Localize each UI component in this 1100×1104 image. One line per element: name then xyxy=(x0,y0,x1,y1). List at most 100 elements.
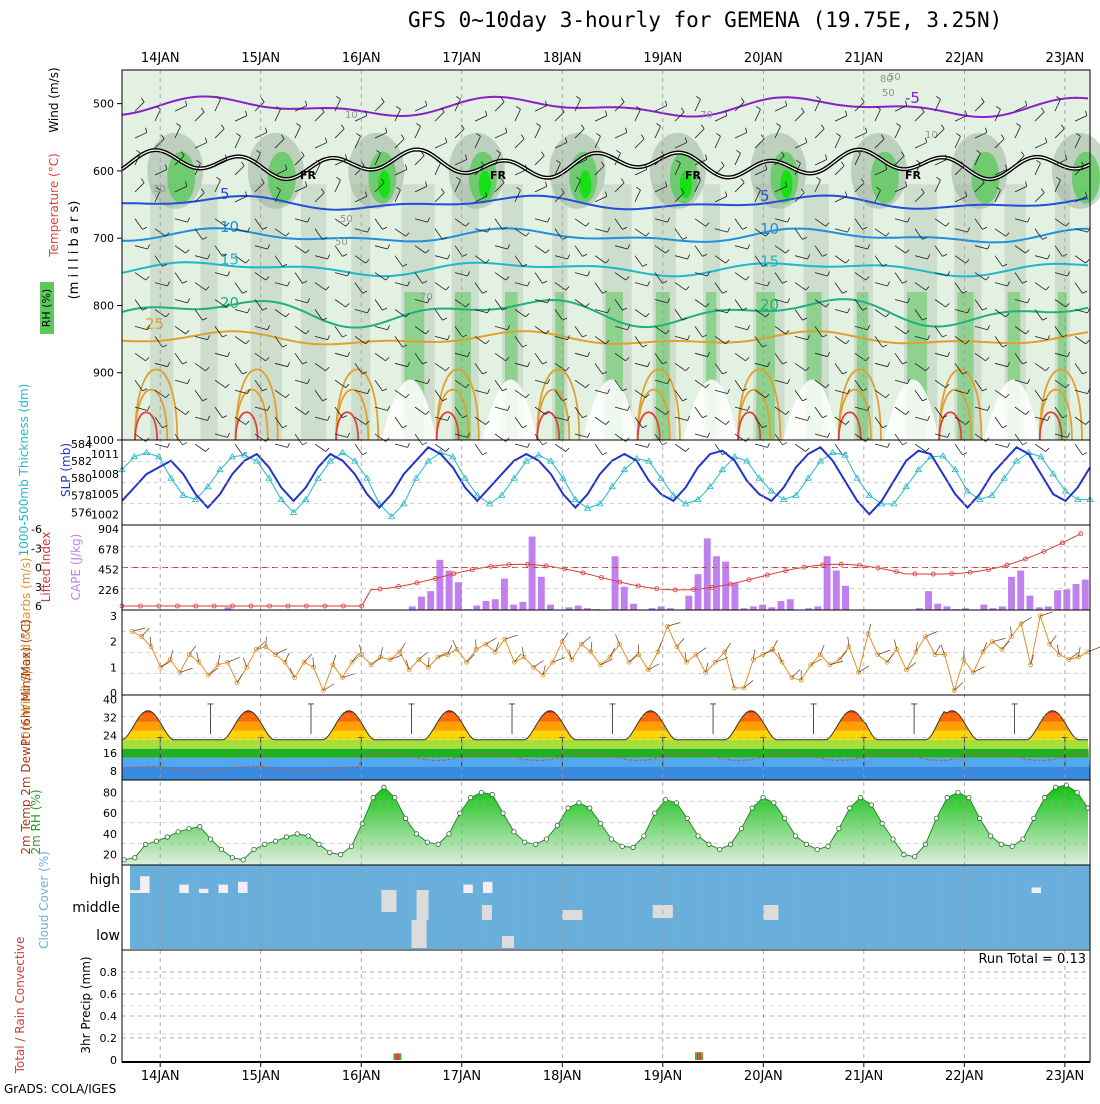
cape-bar xyxy=(1017,571,1024,610)
freezing-level-label: FR xyxy=(300,169,317,182)
wind-barb-10m xyxy=(486,638,497,644)
cloud-cell xyxy=(355,921,365,949)
isotherm-label: 15 xyxy=(760,252,779,270)
cloud-cell xyxy=(492,865,502,893)
rh-marker xyxy=(718,847,722,851)
cloud-cell xyxy=(708,865,718,893)
wind-barb-flag xyxy=(806,448,810,452)
cape-bar xyxy=(759,605,766,610)
cloud-cell xyxy=(904,893,914,921)
cloud-cell xyxy=(590,865,600,893)
isotherm-label: 20 xyxy=(760,296,779,314)
rh-marker xyxy=(588,806,592,810)
temp-tick-label: 16 xyxy=(103,747,117,760)
bottom-day-label: 20JAN xyxy=(744,1069,783,1084)
pressure-tick-label: 500 xyxy=(93,98,114,111)
cloud-cell xyxy=(992,865,1002,893)
cloud-cell xyxy=(218,921,228,949)
wind-barb-10m xyxy=(887,653,893,662)
cape-bar xyxy=(1026,596,1033,610)
cloud-cell xyxy=(992,893,1002,921)
cloud-cell xyxy=(972,921,982,949)
rh-marker xyxy=(295,832,299,836)
cloud-cell xyxy=(659,865,669,893)
cloud-cell xyxy=(336,921,346,949)
slp-axis-title: SLP (mb) xyxy=(59,443,73,497)
cloud-gap xyxy=(411,920,426,948)
cloud-cell xyxy=(257,865,267,893)
cloud-cell xyxy=(718,865,728,893)
wind-barb-flag xyxy=(446,448,450,452)
wind-barb-10m xyxy=(992,638,1005,641)
cloud-cell xyxy=(1041,921,1051,949)
cape-bar xyxy=(1045,606,1052,610)
precip-tick-label: 0 xyxy=(110,1054,117,1067)
cloud-cell xyxy=(874,865,884,893)
rh-marker xyxy=(934,816,938,820)
wind-barb-10m xyxy=(228,657,240,662)
cloud-cell xyxy=(169,893,179,921)
wind-barb-flag xyxy=(1046,448,1050,452)
rh-marker xyxy=(458,811,462,815)
cape-bar xyxy=(473,606,480,610)
rh-marker xyxy=(360,821,364,825)
precip-tick-label: 0.4 xyxy=(100,1010,118,1023)
isotherm-label: -5 xyxy=(905,89,920,107)
rh-marker xyxy=(1075,790,1079,794)
rh-blob-bright xyxy=(378,170,390,198)
wind-barb-flag xyxy=(662,443,667,445)
cape-bar xyxy=(510,605,517,610)
cloud-cell xyxy=(767,921,777,949)
cloud-cell xyxy=(551,865,561,893)
rh-contour-label: 50 xyxy=(882,88,895,99)
slp-tick-label: 1005 xyxy=(91,488,119,501)
cloud-cell xyxy=(522,893,532,921)
wind-barb xyxy=(1075,444,1082,455)
rh-marker xyxy=(198,824,202,828)
cloud-cell xyxy=(551,921,561,949)
wind-barb xyxy=(515,444,528,447)
cloud-cell xyxy=(306,893,316,921)
cloud-cell xyxy=(463,865,473,885)
wind-barb-10m xyxy=(983,642,987,652)
cloud-cell xyxy=(923,865,933,893)
cloud-cell xyxy=(884,921,894,949)
rh-marker xyxy=(1032,816,1036,820)
cloud-cell xyxy=(297,865,307,893)
cloud-cell xyxy=(140,921,150,949)
cape-bar xyxy=(787,599,794,610)
rh-marker xyxy=(707,842,711,846)
rh-marker xyxy=(306,834,310,838)
rh-marker xyxy=(783,816,787,820)
wind-tick-label: 1 xyxy=(110,661,117,674)
rh-marker xyxy=(512,830,516,834)
rh-marker xyxy=(750,806,754,810)
freezing-level-label: FR xyxy=(905,169,922,182)
temp-tick-label: 8 xyxy=(110,765,117,778)
cloud-cell xyxy=(228,893,238,921)
cloud-cell xyxy=(767,865,777,893)
bottom-day-label: 16JAN xyxy=(342,1069,381,1084)
temp-band xyxy=(122,740,1090,749)
cloud-cell xyxy=(581,921,591,949)
wind-barb-flag xyxy=(1022,443,1027,445)
cloud-cell xyxy=(679,865,689,893)
cloud-cell xyxy=(777,865,787,893)
isotherm-label: 15 xyxy=(220,250,239,268)
top-day-label: 22JAN xyxy=(945,51,984,66)
cloud-cell xyxy=(1002,893,1012,921)
cloud-cell xyxy=(953,921,963,949)
cape-bar xyxy=(621,587,628,610)
thickness-marker xyxy=(830,450,836,455)
cloud-cell xyxy=(287,865,297,893)
chart-title: GFS 0~10day 3-hourly for GEMENA (19.75E,… xyxy=(408,8,1002,32)
wind-barb-10m xyxy=(773,640,778,649)
cloud-cell xyxy=(620,893,630,921)
cloud-cell xyxy=(522,921,532,949)
temp-band xyxy=(122,731,1090,740)
cape-bar xyxy=(695,574,702,610)
cloud-cell xyxy=(189,921,199,949)
rh-marker xyxy=(1053,785,1057,789)
